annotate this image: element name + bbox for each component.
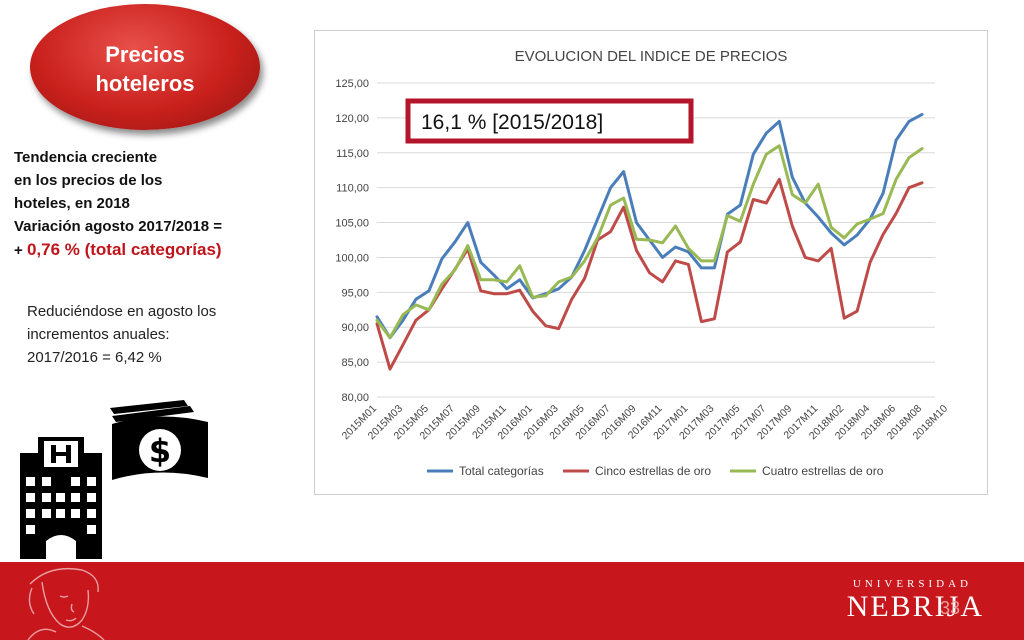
y-tick-label: 110,00 xyxy=(336,183,369,195)
trend-line-4: Variación agosto 2017/2018 = xyxy=(14,218,223,235)
y-tick-label: 85,00 xyxy=(341,357,369,369)
y-tick-label: 90,00 xyxy=(341,322,369,334)
trend-line-1: Tendencia creciente xyxy=(14,149,158,166)
university-name: NEBRIJA xyxy=(846,590,984,623)
annotation-text: 16,1 % [2015/2018] xyxy=(421,111,603,134)
university-label: UNIVERSIDAD xyxy=(852,578,972,590)
annual-line-1: Reduciéndose en agosto los xyxy=(27,303,217,320)
y-tick-label: 100,00 xyxy=(335,252,369,264)
annual-line-3: 2017/2016 = 6,42 % xyxy=(27,349,162,366)
trend-prefix: + xyxy=(14,242,27,259)
title-badge xyxy=(30,4,260,130)
legend-label: Cuatro estrellas de oro xyxy=(762,464,884,478)
y-tick-label: 80,00 xyxy=(341,392,369,404)
annotation-box xyxy=(405,98,694,144)
page-number: 33 xyxy=(940,598,961,618)
trend-highlight: 0,76 % (total categorías) xyxy=(26,240,222,259)
y-tick-label: 125,00 xyxy=(335,78,369,90)
trend-line-3: hoteles, en 2018 xyxy=(14,195,130,212)
legend-label: Cinco estrellas de oro xyxy=(595,464,711,478)
y-tick-label: 120,00 xyxy=(335,113,369,125)
annual-line-2: incrementos anuales: xyxy=(27,326,170,343)
chart-title: EVOLUCION DEL INDICE DE PRECIOS xyxy=(515,48,788,65)
footer-bar xyxy=(0,562,1024,640)
y-tick-label: 115,00 xyxy=(336,148,369,160)
nebrija-portrait xyxy=(27,567,105,640)
chart-frame: EVOLUCION DEL INDICE DE PRECIOS 80,00 85,… xyxy=(314,30,988,495)
svg-text:$: $ xyxy=(149,432,171,470)
trend-line-5: + 0,76 % (total categorías) xyxy=(14,238,284,262)
y-tick-label: 95,00 xyxy=(341,287,369,299)
annual-text: Reduciéndose en agosto los incrementos a… xyxy=(27,300,277,369)
money-bills-icon: $ xyxy=(110,400,208,480)
series-line xyxy=(375,177,924,371)
series-line xyxy=(375,144,924,340)
legend-label: Total categorías xyxy=(459,464,544,478)
badge-title: Precios hoteleros xyxy=(95,42,195,96)
price-index-chart: EVOLUCION DEL INDICE DE PRECIOS 80,00 85,… xyxy=(335,48,950,478)
y-tick-label: 105,00 xyxy=(335,218,369,230)
hotel-building-icon xyxy=(20,437,102,559)
trend-line-2: en los precios de los xyxy=(14,172,163,189)
trend-text: Tendencia creciente en los precios de lo… xyxy=(14,146,284,262)
